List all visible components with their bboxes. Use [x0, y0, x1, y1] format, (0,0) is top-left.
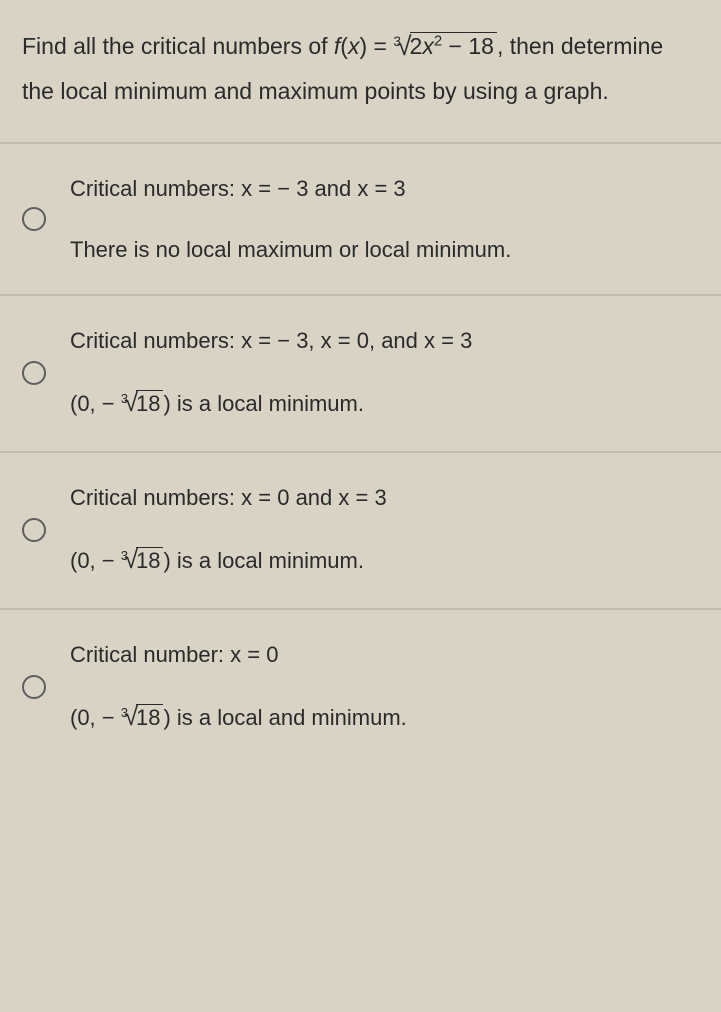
radicand: 18 [136, 390, 163, 416]
var-x: x [338, 485, 349, 510]
question-stem: Find all the critical numbers of f(x) = … [0, 0, 721, 142]
var-x: x [241, 328, 252, 353]
option-row[interactable]: Critical numbers: x = 0 and x = 3 (0, − … [0, 453, 721, 608]
cube-root: 3√18 [121, 699, 164, 737]
question-prefix: Find all the critical numbers of [22, 33, 334, 59]
var-x: x [357, 176, 368, 201]
option-body: Critical number: x = 0 (0, − 3√18) is a … [70, 638, 703, 737]
crit-mid: = − 3 and [252, 176, 357, 201]
var-x: x [424, 328, 435, 353]
option-body: Critical numbers: x = − 3, x = 0, and x … [70, 324, 703, 423]
var-x: x [241, 485, 252, 510]
crit-mid: = 0, and [332, 328, 424, 353]
option-line2: (0, − 3√18) is a local and minimum. [70, 699, 703, 737]
cube-root: 3√18 [121, 542, 164, 580]
point-pre: (0, − [70, 548, 121, 573]
crit-mid: = − 3, [252, 328, 321, 353]
radical-icon: √ [124, 389, 138, 417]
point-post: ) is a local minimum. [163, 391, 363, 416]
cube-root: 3√18 [121, 385, 164, 423]
var-x: x [241, 176, 252, 201]
radicand: 2x2 − 18 [410, 32, 497, 59]
crit-prefix: Critical number: [70, 642, 230, 667]
option-body: Critical numbers: x = − 3 and x = 3 Ther… [70, 172, 703, 266]
option-row[interactable]: Critical numbers: x = − 3 and x = 3 Ther… [0, 144, 721, 294]
radicand-x: x [422, 33, 434, 59]
cube-root: 3√2x2 − 18 [393, 20, 497, 70]
paren-close-eq: ) = [359, 33, 393, 59]
option-line1: Critical numbers: x = − 3, x = 0, and x … [70, 324, 703, 357]
crit-post: = 3 [435, 328, 472, 353]
var-x: x [230, 642, 241, 667]
option-line2: (0, − 3√18) is a local minimum. [70, 542, 703, 580]
crit-prefix: Critical numbers: [70, 485, 241, 510]
radio-button[interactable] [22, 207, 46, 231]
radical-icon: √ [124, 703, 138, 731]
option-line1: Critical numbers: x = − 3 and x = 3 [70, 172, 703, 205]
point-pre: (0, − [70, 705, 121, 730]
point-post: ) is a local and minimum. [163, 705, 406, 730]
option-row[interactable]: Critical number: x = 0 (0, − 3√18) is a … [0, 610, 721, 765]
crit-prefix: Critical numbers: [70, 328, 241, 353]
option-line2: (0, − 3√18) is a local minimum. [70, 385, 703, 423]
radical-icon: √ [124, 546, 138, 574]
option-line1: Critical numbers: x = 0 and x = 3 [70, 481, 703, 514]
paren-open: ( [340, 33, 348, 59]
crit-prefix: Critical numbers: [70, 176, 241, 201]
radicand-exp: 2 [434, 32, 442, 49]
option-row[interactable]: Critical numbers: x = − 3, x = 0, and x … [0, 296, 721, 451]
function-x: x [348, 33, 360, 59]
crit-post: = 3 [368, 176, 405, 201]
radio-button[interactable] [22, 361, 46, 385]
option-body: Critical numbers: x = 0 and x = 3 (0, − … [70, 481, 703, 580]
point-post: ) is a local minimum. [163, 548, 363, 573]
crit-post: = 0 [241, 642, 278, 667]
crit-post: = 3 [349, 485, 386, 510]
var-x: x [321, 328, 332, 353]
radio-button[interactable] [22, 675, 46, 699]
radical-icon: √ [397, 31, 412, 61]
option-line2: There is no local maximum or local minim… [70, 233, 703, 266]
crit-mid: = 0 and [252, 485, 338, 510]
radio-button[interactable] [22, 518, 46, 542]
radicand: 18 [136, 704, 163, 730]
point-pre: (0, − [70, 391, 121, 416]
radicand: 18 [136, 547, 163, 573]
radicand-tail: − 18 [442, 33, 494, 59]
option-line1: Critical number: x = 0 [70, 638, 703, 671]
